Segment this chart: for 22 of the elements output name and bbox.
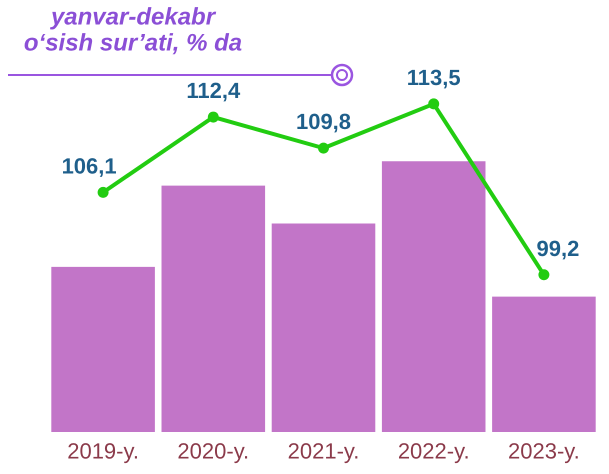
x-tick-label: 2020-y. bbox=[177, 438, 250, 464]
point bbox=[318, 142, 329, 154]
point bbox=[98, 186, 109, 198]
bar bbox=[51, 266, 155, 432]
bar bbox=[382, 161, 486, 432]
chart-title: yanvar-dekabr bbox=[50, 4, 217, 30]
x-tick-label: 2019-y. bbox=[67, 438, 139, 464]
bar bbox=[272, 224, 376, 432]
point bbox=[208, 112, 219, 123]
data-label: 109,8 bbox=[296, 109, 352, 134]
point bbox=[538, 269, 550, 280]
data-label: 113,5 bbox=[406, 64, 461, 90]
data-label: 112,4 bbox=[186, 78, 241, 104]
point bbox=[428, 98, 440, 110]
x-tick-label: 2022-y. bbox=[398, 438, 470, 464]
data-label: 106,1 bbox=[62, 153, 117, 178]
bar bbox=[162, 186, 266, 432]
bar bbox=[492, 296, 596, 432]
data-label: 99,2 bbox=[536, 236, 580, 261]
chart-subtitle: o‘sish sur’ati, % da bbox=[24, 30, 242, 56]
x-tick-label: 2023-y. bbox=[508, 438, 580, 464]
x-tick-label: 2021-y. bbox=[288, 438, 360, 464]
